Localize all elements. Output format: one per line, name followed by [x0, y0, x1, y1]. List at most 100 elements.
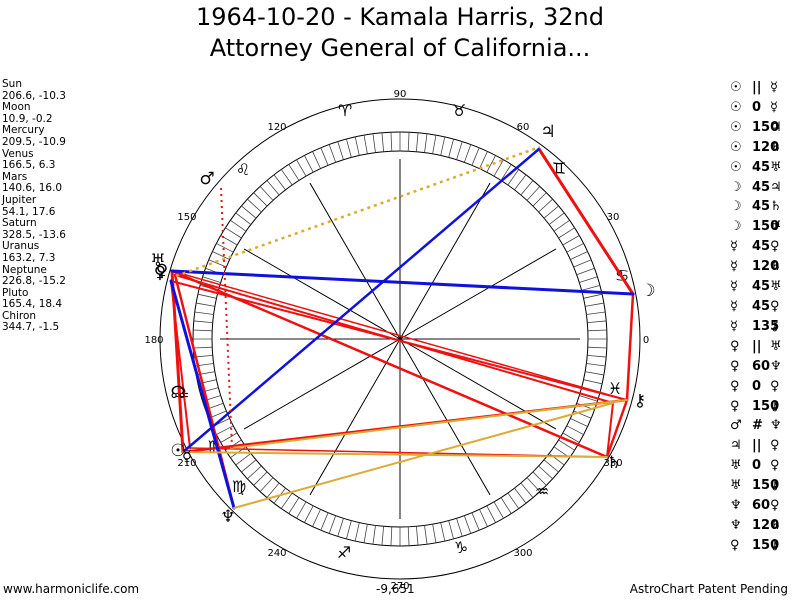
degree-tick — [328, 144, 337, 163]
degree-tick — [514, 487, 527, 504]
degree-tick — [583, 293, 603, 299]
zodiac-sign-glyph: ♈ — [338, 101, 352, 120]
planet-glyph: ♆ — [220, 507, 235, 527]
degree-tick — [538, 198, 553, 213]
degree-tick — [520, 180, 534, 196]
degree-tick — [570, 251, 588, 260]
degree-tick — [456, 518, 463, 537]
red-aspect-line — [171, 270, 628, 401]
planet-glyph: ♀ — [156, 261, 168, 281]
degree-tick — [346, 138, 352, 158]
aspect-planet-a: ♆ — [730, 498, 742, 514]
red-aspect-line — [170, 280, 191, 449]
degree-tick — [587, 354, 607, 358]
degree-tick — [220, 432, 238, 443]
degree-tick — [553, 219, 570, 232]
degree-tick — [562, 235, 580, 246]
aspect-row: ♅ 0 ♀ — [730, 456, 782, 476]
aspect-type: # — [752, 418, 763, 434]
position-value: 54.1, 17.6 — [2, 205, 56, 218]
degree-tick — [463, 144, 472, 163]
aspect-planet-a: ♀ — [730, 398, 740, 414]
position-name: Venus — [2, 147, 34, 160]
degree-tick — [448, 138, 454, 158]
aspect-planet-a: ☉ — [730, 99, 742, 115]
aspect-planet-b: ♆ — [770, 418, 782, 434]
gold-aspect-line — [230, 399, 628, 449]
degree-tick — [507, 492, 520, 509]
dotted-aspect-line — [175, 145, 541, 278]
position-name: Mars — [2, 170, 28, 183]
degree-tick — [328, 515, 337, 534]
aspect-planet-a: ☽ — [730, 179, 742, 195]
degree-tick — [514, 174, 527, 191]
aspect-row: ♆ 60♀ — [730, 496, 782, 516]
red-aspect-line — [170, 269, 609, 459]
position-value: 10.9, -0.2 — [2, 112, 53, 125]
degree-label: 210 — [177, 458, 196, 469]
degree-tick — [247, 198, 262, 213]
degree-tick — [493, 501, 504, 519]
degree-tick — [581, 285, 601, 291]
degree-tick — [381, 526, 385, 546]
degree-tick — [543, 459, 559, 473]
planet-glyph: ☽ — [640, 281, 655, 301]
aspect-planet-b: ⚷ — [770, 478, 780, 494]
aspect-row: ♀ 60♆ — [730, 357, 782, 377]
aspect-row: ☉ 120♄ — [730, 138, 782, 158]
aspect-planet-a: ♀ — [730, 358, 740, 374]
aspect-row: ☿ 45♀ — [730, 237, 782, 257]
dotted-aspect-line — [220, 187, 233, 449]
degree-tick — [381, 132, 385, 152]
aspect-row: ☉ 0 ☿ — [730, 98, 782, 118]
aspect-planet-b: ⚷ — [770, 318, 780, 334]
degree-tick — [363, 524, 368, 543]
degree-tick — [415, 132, 419, 152]
aspect-planet-a: ♀ — [730, 537, 740, 553]
aspect-type: 60 — [752, 358, 771, 374]
aspect-planet-a: ☉ — [730, 139, 742, 155]
degree-tick — [197, 293, 217, 299]
degree-tick — [471, 147, 480, 166]
degree-tick — [507, 169, 520, 186]
aspect-row: ☉ || ☿ — [730, 78, 782, 98]
aspect-planet-b: ☿ — [770, 99, 778, 115]
degree-tick — [526, 477, 541, 492]
degree-tick — [456, 141, 463, 160]
degree-tick — [266, 180, 280, 196]
red-aspect-line — [170, 280, 628, 401]
position-value: 166.5, 6.3 — [2, 159, 56, 172]
degree-tick — [407, 132, 410, 152]
gold-aspect-line — [233, 402, 614, 509]
chart-title-line1: 1964-10-20 - Kamala Harris, 32nd — [196, 3, 604, 31]
degree-tick — [253, 471, 268, 486]
position-value: 328.5, -13.6 — [2, 228, 66, 241]
aspect-type: 45 — [752, 239, 771, 255]
degree-tick — [304, 505, 314, 523]
aspect-planet-a: ☉ — [730, 119, 742, 135]
degree-label: 300 — [513, 548, 532, 559]
degree-tick — [247, 465, 262, 480]
aspect-row: ♃ || ♀ — [730, 436, 782, 456]
degree-tick — [579, 276, 598, 283]
aspect-planet-a: ♂ — [730, 418, 742, 434]
degree-tick — [538, 465, 553, 480]
aspect-type: || — [752, 438, 762, 454]
degree-tick — [235, 212, 252, 225]
degree-label: 150 — [177, 212, 196, 223]
position-name: Neptune — [2, 263, 47, 276]
aspect-planet-b: ⚷ — [770, 398, 780, 414]
red-aspect-line — [625, 292, 635, 402]
zodiac-sign-glyph: ♓ — [608, 379, 622, 398]
zodiac-sign-glyph: ♑ — [454, 538, 468, 557]
degree-tick — [273, 174, 286, 191]
degree-label: 120 — [267, 122, 286, 133]
degree-tick — [196, 302, 215, 307]
position-name: Uranus — [2, 240, 40, 253]
degree-tick — [532, 471, 547, 486]
aspect-planet-b: ♀ — [770, 498, 780, 514]
aspect-planet-a: ♅ — [730, 478, 742, 494]
degree-tick — [320, 147, 329, 166]
degree-tick — [586, 311, 606, 315]
